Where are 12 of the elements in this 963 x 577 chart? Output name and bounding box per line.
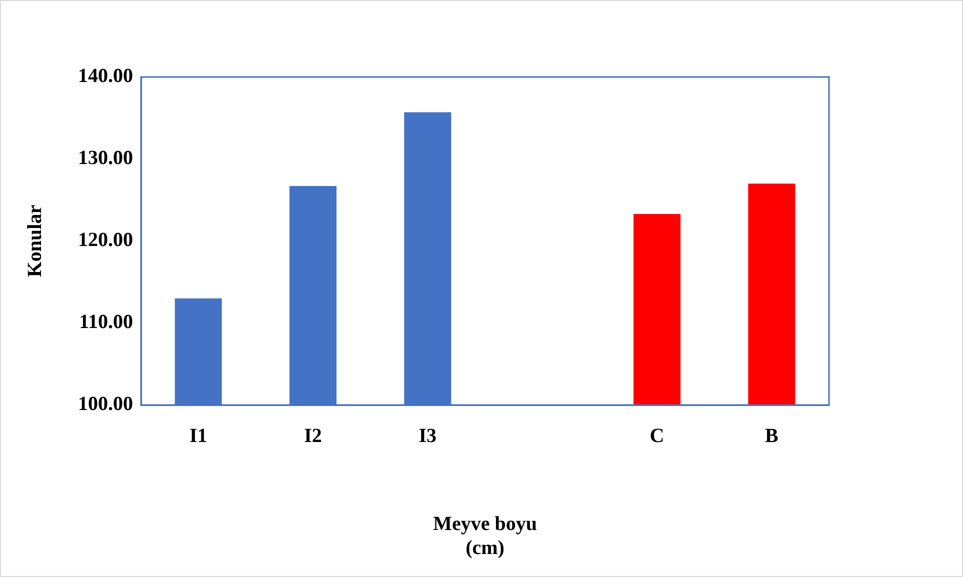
x-tick-label: B: [764, 425, 778, 448]
x-tick-label: I2: [304, 425, 322, 448]
x-axis-title: Meyve boyu (cm): [433, 513, 537, 560]
y-tick-label: 120.00: [78, 229, 133, 252]
x-tick-label: I3: [418, 425, 437, 448]
y-axis-title: Konular: [24, 204, 46, 278]
y-tick-label: 130.00: [78, 147, 133, 170]
y-tick-label: 100.00: [78, 393, 133, 416]
x-tick-label: I1: [189, 425, 208, 448]
y-tick-label: 140.00: [78, 65, 133, 88]
x-tick-label: C: [650, 425, 664, 448]
y-tick-label: 110.00: [79, 311, 133, 334]
